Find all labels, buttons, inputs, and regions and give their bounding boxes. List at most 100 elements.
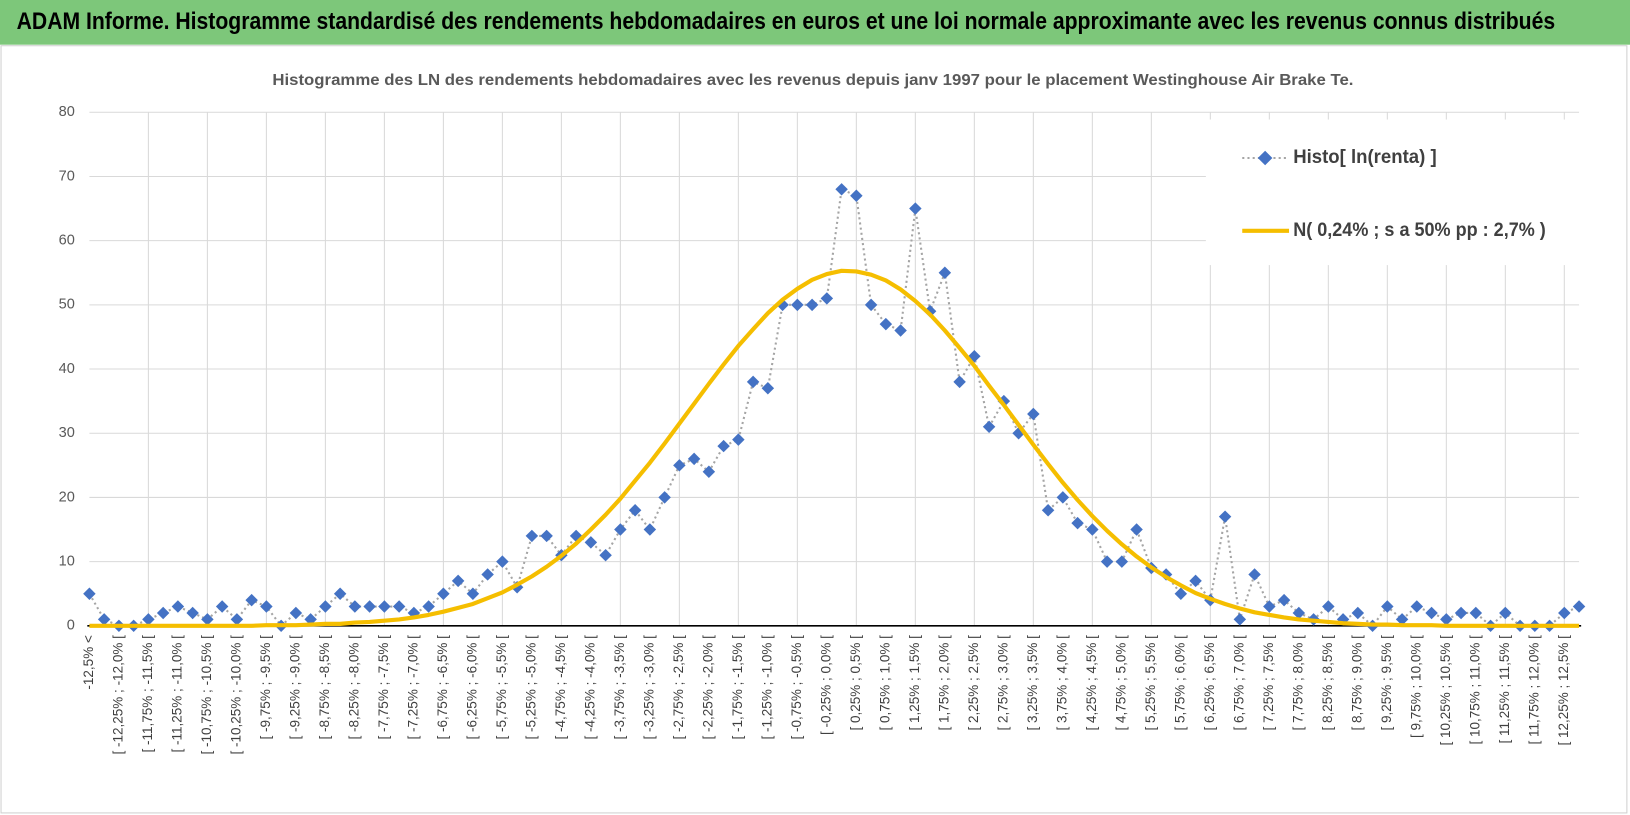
chart-title: Histogramme des LN des rendements hebdom… <box>272 72 1353 89</box>
data-point <box>1071 516 1084 530</box>
x-tick-label: [ -6,25% ; -6,0% [ <box>464 635 479 740</box>
x-tick-label: [ 1,75% ; 2,0% [ <box>936 635 951 731</box>
x-tick-label: [ -7,25% ; -7,0% [ <box>405 635 420 740</box>
data-point <box>1351 606 1365 620</box>
series-line <box>88 187 1580 628</box>
data-point <box>363 600 376 613</box>
data-point <box>215 600 229 613</box>
x-tick-label: [ -0,75% ; -0,5% [ <box>789 635 804 740</box>
x-tick-label: [ -8,25% ; -8,0% [ <box>346 635 361 740</box>
x-tick-label: [ 3,75% ; 4,0% [ <box>1054 635 1069 731</box>
x-tick-label: [ -12,25% ; -12,0% [ <box>110 635 125 755</box>
data-point <box>1056 491 1070 504</box>
x-tick-label: [ -4,75% ; -4,5% [ <box>553 635 568 740</box>
page-title: ADAM Informe. Histogramme standardisé de… <box>17 8 1556 35</box>
data-point <box>1469 606 1483 620</box>
x-tick-label: [ 1,25% ; 1,5% [ <box>907 635 922 731</box>
data-point <box>1410 600 1424 613</box>
x-tick-label: [ 5,75% ; 6,0% [ <box>1172 635 1187 731</box>
y-tick-label: 10 <box>59 553 75 569</box>
x-tick-label: [ 9,25% ; 9,5% [ <box>1379 635 1394 731</box>
data-point <box>761 382 775 395</box>
data-point <box>1041 504 1055 517</box>
data-point <box>392 600 406 613</box>
data-point <box>687 452 701 466</box>
data-point <box>953 375 966 389</box>
x-tick-label: [ 8,75% ; 9,0% [ <box>1349 635 1364 731</box>
x-tick-label: [ -11,75% ; -11,5% [ <box>140 635 155 753</box>
legend-label: N( 0,24% ; s a 50% pp : 2,7% ) <box>1293 219 1546 241</box>
data-point <box>1248 568 1261 581</box>
data-point <box>481 568 494 581</box>
x-tick-label: [ -5,25% ; -5,0% [ <box>523 635 538 740</box>
data-point <box>658 491 671 504</box>
x-tick-label: [ 11,75% ; 12,0% [ <box>1526 635 1541 745</box>
x-tick-label: [ 0,75% ; 1,0% [ <box>877 635 892 731</box>
x-tick-label: [ 4,25% ; 4,5% [ <box>1084 635 1099 731</box>
data-point <box>156 606 170 620</box>
data-point <box>791 298 804 312</box>
data-point <box>1189 574 1202 588</box>
data-point <box>982 420 996 434</box>
data-point <box>525 529 539 543</box>
y-tick-label: 80 <box>59 104 75 120</box>
x-tick-label: [ 6,25% ; 6,5% [ <box>1202 635 1217 731</box>
data-point <box>673 459 686 472</box>
data-point <box>894 324 907 337</box>
data-point <box>289 606 303 620</box>
x-tick-label: [ -2,25% ; -2,0% [ <box>700 635 715 740</box>
x-tick-label: [ -4,25% ; -4,0% [ <box>582 635 597 740</box>
data-point <box>805 298 819 312</box>
x-tick-label: [ -3,25% ; -3,0% [ <box>641 635 656 740</box>
x-tick-label: [ 7,75% ; 8,0% [ <box>1290 635 1305 731</box>
data-point <box>1499 606 1512 620</box>
x-tick-label: [ -8,75% ; -8,5% [ <box>317 635 332 740</box>
x-tick-label: [ 3,25% ; 3,5% [ <box>1025 635 1040 731</box>
x-tick-label: [ 9,75% ; 10,0% [ <box>1408 635 1423 738</box>
data-point <box>1292 606 1306 620</box>
x-tick-label: [ -1,75% ; -1,5% [ <box>730 635 745 740</box>
x-tick-label: [ -9,25% ; -9,0% [ <box>287 635 302 740</box>
data-point <box>1572 600 1586 613</box>
data-point <box>1425 606 1438 620</box>
data-point <box>1454 606 1468 620</box>
y-tick-label: 70 <box>59 168 75 184</box>
data-point <box>1027 407 1040 421</box>
y-tick-label: 40 <box>59 361 75 377</box>
data-point <box>864 298 878 312</box>
x-tick-label: [ -2,75% ; -2,5% [ <box>671 635 686 740</box>
x-tick-label: [ 8,25% ; 8,5% [ <box>1320 635 1335 731</box>
x-tick-label: [ 2,75% ; 3,0% [ <box>995 635 1010 731</box>
data-point <box>850 189 863 202</box>
x-tick-label: [ -1,25% ; -1,0% [ <box>759 635 774 740</box>
data-point <box>171 600 185 613</box>
series-line <box>89 268 1580 628</box>
y-tick-label: 50 <box>59 297 75 313</box>
x-tick-label: [ -0,25% ; 0,0% [ <box>818 635 833 735</box>
data-point <box>1558 606 1571 620</box>
x-tick-label: [ -11,25% ; -11,0% [ <box>169 635 184 753</box>
x-tick-label: [ -6,75% ; -6,5% [ <box>435 635 450 740</box>
data-point <box>245 593 258 607</box>
legend-box <box>1205 119 1581 266</box>
chart-border <box>0 45 1628 814</box>
data-point <box>319 600 332 613</box>
x-tick-label: [ -7,75% ; -7,5% [ <box>376 635 391 740</box>
x-tick-label: [ 7,25% ; 7,5% [ <box>1261 635 1276 731</box>
x-tick-label: [ 11,25% ; 11,5% [ <box>1497 635 1512 744</box>
data-point <box>702 465 716 478</box>
legend-marker <box>1257 150 1273 166</box>
data-point <box>260 600 273 613</box>
x-tick-label: [ 10,25% ; 10,5% [ <box>1438 635 1453 746</box>
x-tick-label: [ 5,25% ; 5,5% [ <box>1143 635 1158 731</box>
header-bar <box>0 0 1630 45</box>
data-point <box>879 317 893 331</box>
legend-label: Histo[ ln(renta) ] <box>1293 146 1436 168</box>
data-point <box>1381 600 1394 613</box>
x-tick-label: [ -9,75% ; -9,5% [ <box>258 635 273 740</box>
data-point <box>378 600 391 613</box>
x-tick-label: [ -10,75% ; -10,5% [ <box>199 635 214 755</box>
x-tick-label: [ 6,75% ; 7,0% [ <box>1231 635 1246 731</box>
x-tick-label: -12,5% < <box>81 635 96 690</box>
data-point <box>422 600 435 613</box>
